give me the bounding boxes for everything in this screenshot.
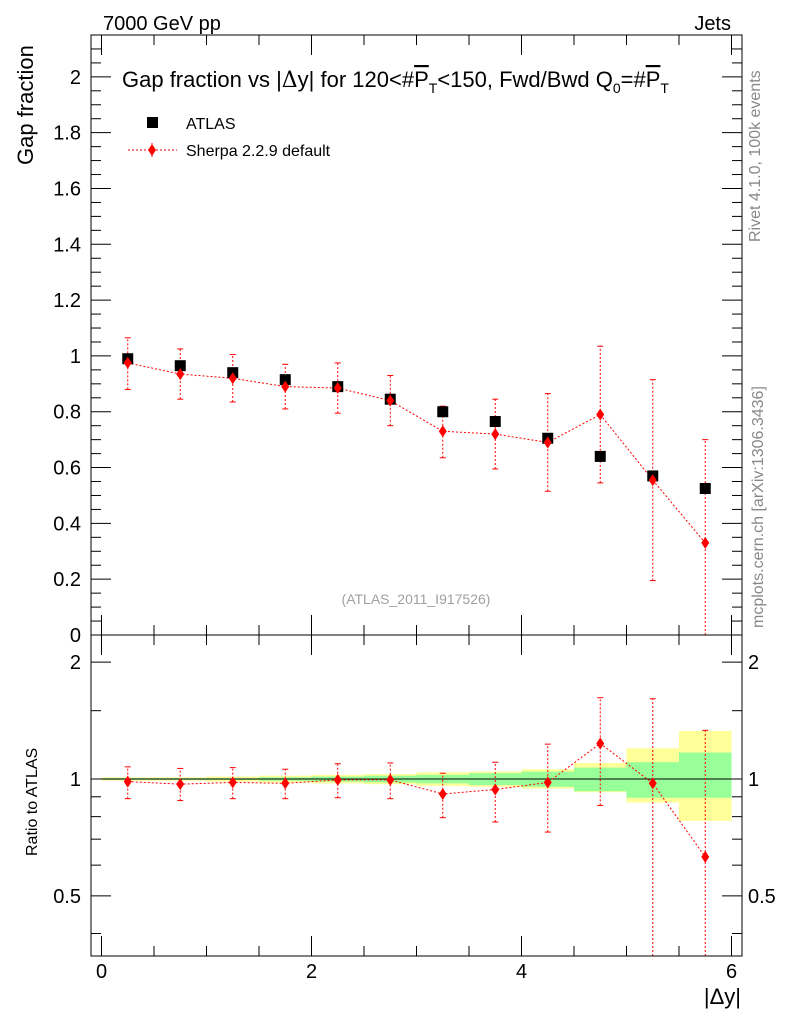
sherpa-data-point (438, 425, 447, 438)
x-tick-label: 6 (726, 961, 737, 983)
ratio-sherpa-data-point (596, 737, 605, 750)
analysis-id-watermark: (ATLAS_2011_I917526) (342, 591, 491, 607)
ratio-plot-panel: 0.5 0.5 1 1 2 2 0 2 4 6 Ratio to ATLAS |Δy| (24, 634, 776, 1009)
main-plot-title: Gap fraction vs |Δy| for 120<#PT<150, Fw… (122, 67, 669, 96)
x-tick-label: 2 (306, 961, 317, 983)
ratio-y-tick-label-right: 1 (748, 769, 759, 791)
sherpa-data-point (123, 356, 132, 369)
main-y-tick-label: 1.6 (53, 178, 81, 200)
x-tick-label: 4 (516, 961, 527, 983)
x-tick-label: 0 (96, 961, 107, 983)
sherpa-data-point (701, 536, 710, 549)
main-y-tick-label: 0.4 (53, 513, 81, 535)
ratio-sherpa-data-point (333, 773, 342, 786)
sherpa-data-point (491, 428, 500, 441)
ratio-sherpa-data-point (228, 776, 237, 789)
legend: ATLAS Sherpa 2.2.9 default (128, 116, 331, 160)
sherpa-data-point (333, 382, 342, 395)
ratio-sherpa-data-point (281, 777, 290, 790)
sherpa-line (127, 362, 706, 544)
sherpa-data-point (543, 436, 552, 449)
ratio-sherpa-data-point (386, 773, 395, 786)
ratio-sherpa-data-point (491, 783, 500, 796)
ratio-y-axis-label: Ratio to ATLAS (24, 748, 41, 856)
main-y-tick-label: 1.8 (53, 123, 81, 145)
header-energy-label: 7000 GeV pp (103, 13, 221, 35)
sherpa-data-point (176, 368, 185, 381)
sherpa-data-point (281, 380, 290, 393)
header-process-label: Jets (694, 13, 731, 35)
ratio-y-tick-label-left: 1 (70, 769, 81, 791)
ratio-sherpa-data-point (123, 775, 132, 788)
main-y-tick-label: 1.4 (53, 234, 81, 256)
sherpa-data-point (386, 394, 395, 407)
atlas-data-point (489, 416, 501, 428)
legend-marker-sherpa (148, 144, 156, 156)
ratio-sherpa-data-point (543, 776, 552, 789)
ratio-sherpa-data-point (176, 778, 185, 791)
main-y-tick-label: 0 (70, 625, 81, 647)
atlas-data-point (174, 360, 186, 372)
ratio-sherpa-data-point (648, 777, 657, 790)
atlas-data-point (437, 406, 449, 418)
ratio-y-tick-label-right: 2 (748, 652, 759, 674)
ratio-y-tick-label-right: 0.5 (748, 886, 776, 908)
main-plot-panel: 0 0.2 0.4 0.6 0.8 1 1.2 1.4 1.6 1.8 2 Gap fraction… (13, 34, 743, 647)
sherpa-data-point (596, 408, 605, 421)
atlas-data-point (279, 374, 291, 386)
ratio-sherpa-line (127, 742, 706, 858)
ratio-sherpa-data-point (438, 788, 447, 801)
sherpa-data-point (648, 474, 657, 487)
ratio-y-tick-label-left: 2 (70, 652, 81, 674)
main-y-tick-label: 0.6 (53, 458, 81, 480)
main-y-tick-label: 0.8 (53, 402, 81, 424)
main-y-tick-label: 1.2 (53, 290, 81, 312)
ratio-sherpa-data-point (701, 850, 710, 863)
atlas-data-point (699, 482, 711, 494)
legend-label-atlas: ATLAS (186, 116, 236, 133)
sherpa-data-point (228, 372, 237, 385)
main-y-tick-label: 1 (70, 346, 81, 368)
legend-label-sherpa: Sherpa 2.2.9 default (186, 143, 331, 160)
main-y-axis-label: Gap fraction (13, 45, 38, 165)
rivet-version-label: Rivet 4.1.0, 100k events (747, 70, 764, 242)
main-y-tick-label: 2 (70, 67, 81, 89)
x-axis-label: |Δy| (704, 984, 741, 1009)
ratio-y-tick-label-left: 0.5 (53, 886, 81, 908)
mcplots-reference-label: mcplots.cern.ch [arXiv:1306.3436] (750, 386, 767, 628)
atlas-data-point (594, 450, 606, 462)
legend-marker-atlas (147, 117, 158, 128)
main-y-tick-label: 0.2 (53, 569, 81, 591)
